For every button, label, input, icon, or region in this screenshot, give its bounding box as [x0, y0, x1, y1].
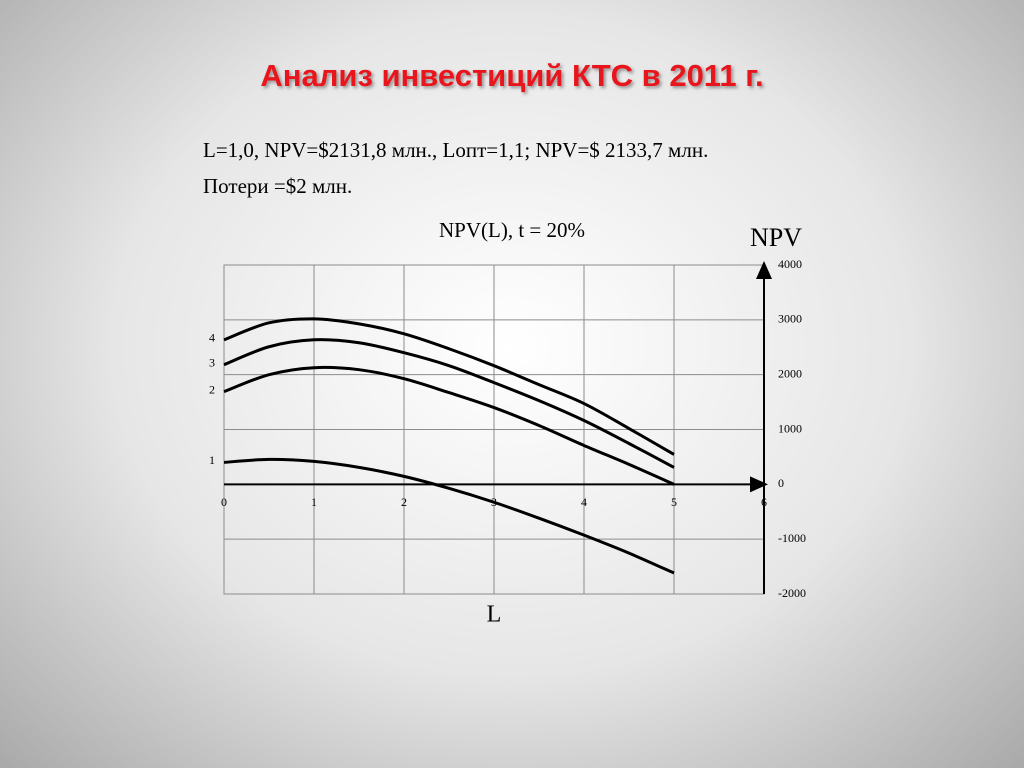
annotation: L=1,0, NPV=$2131,8 млн., Lопт=1,1; NPV=$… — [203, 138, 708, 162]
x-tick-label: 2 — [401, 495, 407, 509]
slide-title: Анализ инвестиций КТС в 2011 г. — [260, 58, 763, 93]
y-axis-label: NPV — [750, 223, 802, 252]
x-axis-label: L — [487, 602, 502, 628]
series-line — [223, 365, 675, 486]
series-line — [223, 338, 675, 469]
plot: -2000-10000100020003000400001234561234 — [209, 257, 806, 600]
y-tick-label: 2000 — [778, 366, 802, 380]
y-tick-label: 0 — [778, 476, 784, 490]
y-tick-label: 3000 — [778, 312, 802, 326]
x-tick-label: 5 — [671, 495, 677, 509]
y-tick-label: -1000 — [778, 531, 806, 545]
x-tick-label: 4 — [581, 495, 587, 509]
series-label: 2 — [209, 382, 215, 396]
series-line — [223, 457, 675, 575]
annotation: Потери =$2 млн. — [203, 174, 352, 198]
series-line — [223, 317, 675, 456]
chart-title: NPV(L), t = 20% — [439, 218, 585, 242]
y-tick-label: 1000 — [778, 421, 802, 435]
series-label: 3 — [209, 355, 215, 369]
series-label: 4 — [209, 331, 215, 345]
series-label: 1 — [209, 453, 215, 467]
y-tick-label: -2000 — [778, 586, 806, 600]
x-tick-label: 1 — [311, 495, 317, 509]
x-tick-label: 0 — [221, 495, 227, 509]
y-tick-label: 4000 — [778, 257, 802, 271]
